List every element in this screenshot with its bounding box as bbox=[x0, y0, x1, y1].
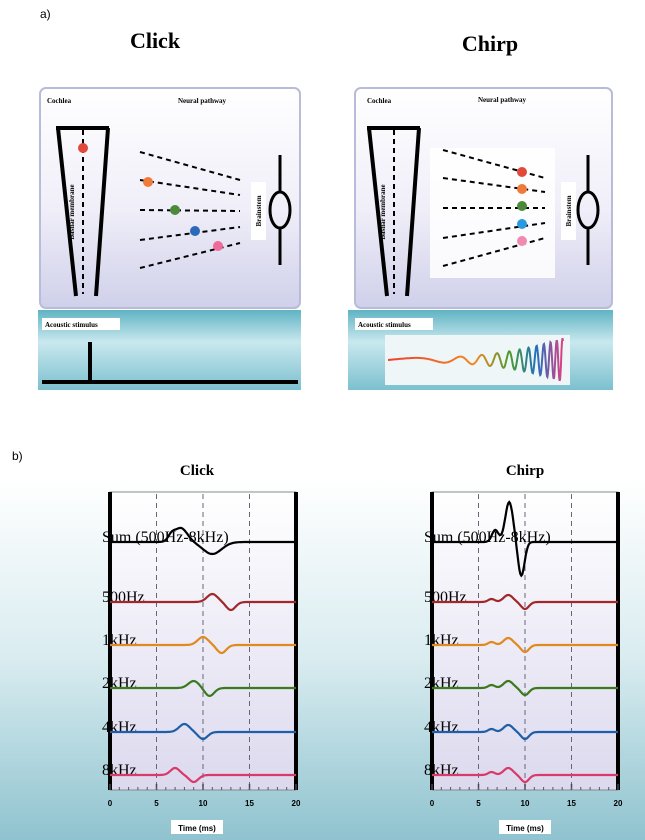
waveform bbox=[432, 593, 618, 611]
x-tick-label: 15 bbox=[567, 799, 576, 808]
title: Chirp bbox=[462, 31, 518, 56]
dot bbox=[517, 201, 527, 211]
stimulus-box bbox=[355, 318, 433, 330]
dot bbox=[517, 184, 527, 194]
x-axis-label: Time (ms) bbox=[178, 824, 216, 833]
stimulus-box bbox=[42, 318, 120, 330]
dot bbox=[517, 219, 527, 229]
chirp-stimulus bbox=[388, 338, 564, 382]
dot bbox=[78, 143, 88, 153]
click-diagram: Click Cochlea Neural pathway Basilar mem… bbox=[38, 28, 301, 390]
row-label: Sum (500Hz-8kHz) bbox=[102, 529, 229, 546]
waveform bbox=[110, 635, 296, 655]
plot-title: Chirp bbox=[506, 463, 544, 479]
row-label: 500Hz bbox=[424, 589, 467, 606]
cochlea bbox=[367, 126, 421, 297]
panel-label: a) bbox=[40, 7, 51, 21]
waveform bbox=[432, 766, 618, 784]
row-label: 2kHz bbox=[102, 675, 137, 692]
waveform bbox=[432, 500, 618, 578]
title: Click bbox=[130, 28, 181, 53]
waveform bbox=[432, 636, 618, 654]
dot bbox=[517, 236, 527, 246]
axis-label-box bbox=[499, 820, 551, 834]
x-tick-label: 10 bbox=[521, 799, 530, 808]
x-tick-label: 5 bbox=[154, 799, 159, 808]
x-tick-label: 5 bbox=[476, 799, 481, 808]
x-tick-label: 10 bbox=[199, 799, 208, 808]
membrane-label: Basilar membrane bbox=[68, 184, 76, 239]
row-label: 1kHz bbox=[102, 632, 137, 649]
row-label: 8kHz bbox=[424, 762, 459, 779]
cochlea-label: Cochlea bbox=[47, 97, 72, 105]
row-label: Sum (500Hz-8kHz) bbox=[424, 529, 551, 546]
x-tick-label: 0 bbox=[430, 799, 435, 808]
chirp-diagram: Chirp Cochlea Neural pathway Basilar mem… bbox=[348, 31, 613, 390]
waveform bbox=[110, 526, 296, 556]
cochlea-label: Cochlea bbox=[367, 97, 392, 105]
axis-label-box bbox=[171, 820, 223, 834]
dot bbox=[143, 177, 153, 187]
panel-label: b) bbox=[12, 449, 23, 463]
dot bbox=[213, 241, 223, 251]
x-tick-label: 20 bbox=[614, 799, 623, 808]
neural-label: Neural pathway bbox=[178, 97, 227, 105]
waveform bbox=[110, 722, 296, 741]
x-tick-label: 20 bbox=[292, 799, 301, 808]
x-tick-label: 15 bbox=[245, 799, 254, 808]
waveform bbox=[110, 766, 296, 784]
row-label: 8kHz bbox=[102, 762, 137, 779]
dot bbox=[170, 205, 180, 215]
stimulus-label: Acoustic stimulus bbox=[45, 321, 98, 329]
cochlea bbox=[56, 126, 110, 297]
row-label: 2kHz bbox=[424, 675, 459, 692]
brainstem-label: Brainstem bbox=[565, 195, 573, 226]
pathways bbox=[442, 149, 546, 267]
neural-label: Neural pathway bbox=[478, 96, 527, 104]
waveform bbox=[110, 679, 296, 698]
brainstem-label: Brainstem bbox=[255, 195, 263, 226]
waveform bbox=[432, 723, 618, 741]
row-label: 1kHz bbox=[424, 632, 459, 649]
brainstem-box bbox=[251, 182, 266, 240]
stimulus-label: Acoustic stimulus bbox=[358, 321, 411, 329]
row-label: 4kHz bbox=[424, 719, 459, 736]
row-label: 500Hz bbox=[102, 589, 145, 606]
click-stimulus bbox=[42, 342, 298, 384]
x-axis-label: Time (ms) bbox=[506, 824, 544, 833]
dot bbox=[190, 226, 200, 236]
pathway-box bbox=[430, 148, 555, 278]
x-tick-label: 0 bbox=[108, 799, 113, 808]
brainstem bbox=[268, 190, 292, 230]
row-label: 4kHz bbox=[102, 719, 137, 736]
waveform bbox=[110, 592, 296, 612]
membrane-label: Basilar membrane bbox=[379, 184, 387, 239]
brainstem bbox=[576, 190, 600, 230]
dot bbox=[517, 167, 527, 177]
brainstem-box bbox=[561, 182, 576, 240]
waveform bbox=[432, 679, 618, 697]
pathways bbox=[139, 151, 241, 269]
plot-title: Click bbox=[180, 463, 215, 479]
